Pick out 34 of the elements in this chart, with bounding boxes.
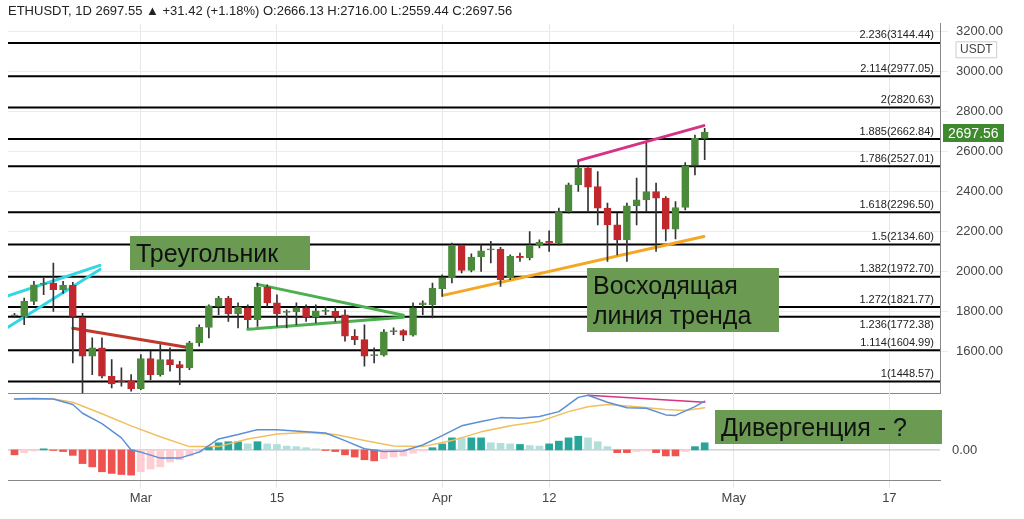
annotation: Дивергенция - ? xyxy=(715,410,942,444)
x-tick-label: Mar xyxy=(129,490,153,506)
y-tick-label: 3200.00 xyxy=(956,23,1003,39)
x-tick-label: May xyxy=(721,490,747,506)
ref-line-label: 2(2820.63) xyxy=(880,93,934,106)
ref-line-label: 1.5(2134.60) xyxy=(871,230,934,243)
text: 2697.56 xyxy=(943,124,1004,142)
y-tick-label: 2200.00 xyxy=(956,223,1003,239)
ref-line-label: 1(1448.57) xyxy=(880,367,934,380)
y-tick-label: 1600.00 xyxy=(956,342,1003,358)
ref-line-label: 1.382(1972.70) xyxy=(859,262,934,275)
x-tick-label: 15 xyxy=(269,490,285,506)
annotation: Треугольник xyxy=(130,236,310,270)
x-tick-label: 17 xyxy=(882,490,897,506)
x-tick-label: Apr xyxy=(432,490,453,506)
annotation: Восходящая линия тренда xyxy=(587,268,779,332)
ref-line-label: 2.114(2977.05) xyxy=(860,61,934,74)
ref-line-label: 1.272(1821.77) xyxy=(859,292,934,305)
ref-line-label: 1.236(1772.38) xyxy=(859,318,934,331)
y-tick-label: 3000.00 xyxy=(956,63,1003,79)
y-tick-label: 2600.00 xyxy=(956,143,1003,159)
ref-line-label: 1.618(2296.50) xyxy=(859,197,934,210)
ref-line-label: 2.236(3144.44) xyxy=(859,28,934,41)
x-tick-label: 12 xyxy=(541,490,557,506)
y-tick-label: 2400.00 xyxy=(956,183,1003,199)
y-tick-label: 2000.00 xyxy=(956,262,1003,278)
ref-line-label: 1.786(2527.01) xyxy=(859,151,934,164)
text: 0.00 xyxy=(952,442,978,457)
ref-line-label: 1.114(1604.99) xyxy=(860,335,934,348)
y-tick-label: 1800.00 xyxy=(956,302,1003,318)
y-axis-title: USDT xyxy=(960,42,994,57)
chart-title: ETHUSDT, 1D 2697.55 ▲ +31.42 (+1.18%) O:2666.13 H:2716.00 L:2559.44 C:2697.56 xyxy=(8,3,513,18)
y-tick-label: 2800.00 xyxy=(956,103,1003,119)
ref-line-label: 1.885(2662.84) xyxy=(859,124,934,137)
